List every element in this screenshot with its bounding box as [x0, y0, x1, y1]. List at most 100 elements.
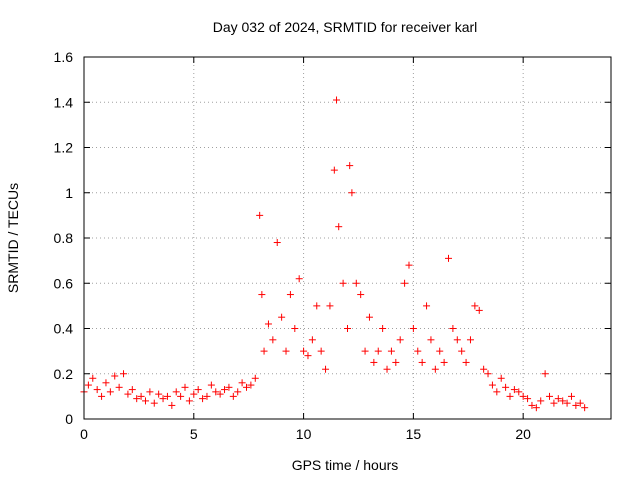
data-point: [449, 325, 457, 332]
x-tick-label: 0: [80, 426, 88, 442]
data-point: [528, 401, 536, 409]
data-point: [242, 383, 250, 391]
data-point: [269, 336, 277, 344]
data-point: [335, 223, 343, 231]
data-point: [537, 397, 545, 405]
data-point: [365, 313, 373, 321]
data-point: [532, 404, 540, 412]
data-point: [423, 302, 431, 310]
data-point: [330, 166, 338, 174]
data-point: [172, 388, 180, 396]
data-point: [291, 325, 299, 332]
data-point: [466, 336, 474, 344]
data-point: [427, 336, 435, 344]
data-point: [256, 211, 264, 219]
data-point: [282, 347, 290, 355]
data-point: [414, 347, 422, 355]
data-point: [440, 358, 448, 366]
data-point: [493, 388, 501, 396]
data-point: [313, 302, 321, 310]
data-point: [515, 388, 523, 396]
data-point: [326, 302, 334, 310]
y-tick-label: 0: [65, 411, 73, 427]
data-point: [133, 395, 141, 403]
data-point: [506, 392, 514, 400]
data-point: [106, 388, 114, 396]
data-point: [401, 279, 409, 287]
x-tick-labels: 0 5 10 15 20: [80, 426, 531, 442]
data-point: [346, 162, 354, 170]
data-point: [510, 386, 518, 394]
y-tick-label: 0.6: [54, 275, 74, 291]
data-point: [488, 381, 496, 389]
data-point: [273, 239, 281, 247]
data-point: [357, 291, 365, 299]
data-point: [203, 392, 211, 400]
data-point: [111, 372, 119, 380]
data-point: [141, 397, 149, 405]
data-point: [89, 374, 97, 382]
data-point: [225, 383, 233, 391]
data-point: [418, 358, 426, 366]
y-tick-label: 0.8: [54, 230, 74, 246]
data-point: [348, 189, 356, 197]
data-point: [462, 358, 470, 366]
data-point: [264, 320, 272, 328]
data-point: [194, 386, 202, 394]
gridlines: [84, 57, 611, 419]
axis-ticks: [83, 56, 611, 420]
data-point: [409, 325, 417, 332]
y-tick-label: 1.6: [54, 49, 74, 65]
data-point: [370, 358, 378, 366]
data-point: [168, 401, 176, 409]
data-point: [181, 383, 189, 391]
data-point: [124, 390, 132, 398]
data-point: [458, 347, 466, 355]
data-point: [199, 395, 207, 403]
data-point: [554, 395, 562, 403]
chart-title: Day 032 of 2024, SRMTID for receiver kar…: [213, 19, 478, 35]
data-point: [221, 386, 229, 394]
data-point: [502, 383, 510, 391]
data-point: [519, 392, 527, 400]
data-point: [150, 399, 158, 407]
data-point: [234, 388, 242, 396]
data-point: [471, 302, 479, 310]
data-point: [247, 381, 255, 389]
data-point: [159, 395, 167, 403]
plot-frame: [83, 56, 612, 420]
data-point: [102, 379, 110, 387]
data-point: [163, 392, 171, 400]
data-point: [84, 381, 92, 389]
data-point: [581, 404, 589, 412]
data-point: [396, 336, 404, 344]
data-point: [387, 347, 395, 355]
data-point: [278, 313, 286, 321]
data-point: [308, 336, 316, 344]
data-point: [361, 347, 369, 355]
x-tick-label: 5: [190, 426, 198, 442]
data-point: [304, 352, 312, 360]
y-axis-label: SRMTID / TECUs: [5, 183, 21, 293]
data-point: [137, 392, 145, 400]
data-point: [352, 279, 360, 287]
data-point: [317, 347, 325, 355]
data-point: [286, 291, 294, 299]
y-tick-label: 1: [65, 185, 73, 201]
data-point: [300, 347, 308, 355]
data-point: [185, 397, 193, 405]
data-point: [546, 392, 554, 400]
data-point: [155, 390, 163, 398]
data-point: [93, 386, 101, 394]
data-point: [572, 401, 580, 409]
y-tick-label: 1.2: [54, 140, 74, 156]
data-point: [431, 365, 439, 373]
x-tick-label: 20: [515, 426, 531, 442]
data-point: [98, 392, 106, 400]
data-point: [128, 386, 136, 394]
data-point: [563, 399, 571, 407]
data-point: [374, 347, 382, 355]
x-tick-label: 10: [296, 426, 312, 442]
data-point: [484, 370, 492, 378]
